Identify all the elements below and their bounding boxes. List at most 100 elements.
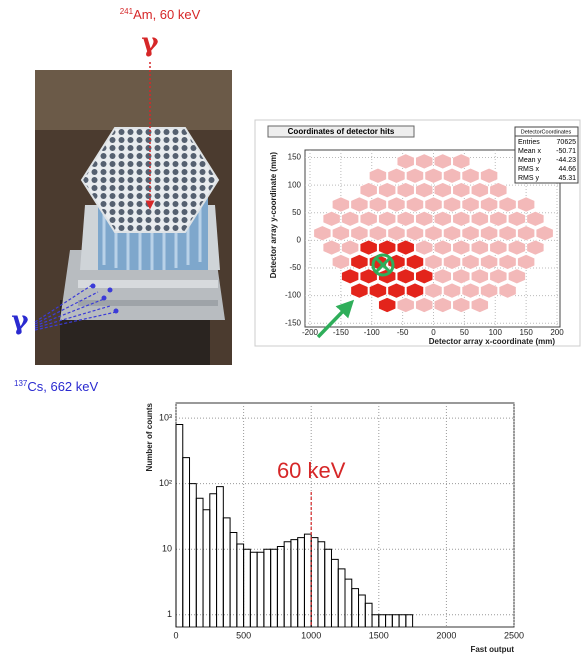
isotope-label: Cs, 662 keV <box>27 379 98 394</box>
detector-cell <box>396 211 415 227</box>
x-axis-label: Fast output <box>470 645 514 654</box>
stats-value: -50.71 <box>556 148 576 155</box>
y-axis-label: Detector array y-coordinate (mm) <box>269 152 278 279</box>
detector-cell <box>332 254 350 270</box>
detector-cell <box>433 268 452 285</box>
detector-cell <box>415 297 434 313</box>
detector-cell <box>369 225 387 242</box>
detector-cell <box>489 182 508 198</box>
detector-cell <box>433 297 452 313</box>
detector-cell <box>480 254 498 270</box>
detector-cell <box>396 153 415 170</box>
detector-cell <box>322 211 341 227</box>
histogram-bar <box>405 614 414 627</box>
gamma-symbol: γ <box>11 306 29 336</box>
detector-cell <box>378 182 397 198</box>
stats-value: 45.31 <box>558 175 576 182</box>
detector-cell <box>406 282 424 299</box>
detector-cell <box>452 153 471 170</box>
detector-cell <box>517 254 535 270</box>
detector-cell <box>313 225 332 242</box>
detector-cell <box>396 268 415 285</box>
x-tick-label: 50 <box>460 328 469 337</box>
detector-cell <box>517 196 535 213</box>
x-tick-label: 0 <box>431 328 436 337</box>
detector-cell <box>443 254 461 270</box>
x-tick-label: -150 <box>333 328 350 337</box>
detector-cell <box>406 225 424 242</box>
x-tick-label: 150 <box>519 328 533 337</box>
detector-cell <box>396 182 415 198</box>
detector-cell <box>350 254 369 270</box>
detector-cell <box>489 268 508 285</box>
x-tick-label: 100 <box>489 328 503 337</box>
detector-cell <box>369 282 387 299</box>
y-tick-label: 0 <box>297 235 302 244</box>
side-source-label: 137Cs, 662 keV <box>14 379 99 394</box>
x-tick-label: 2000 <box>436 630 456 640</box>
detector-cell <box>341 268 359 285</box>
detector-cell <box>470 211 489 227</box>
isotope-mass: 137 <box>14 379 28 388</box>
detector-cell <box>359 211 378 227</box>
scatter-chart: -200 -150 -100 -50 0 50 100 150 200-150-100-5005… <box>267 125 579 346</box>
detector-cell <box>378 211 397 227</box>
detector-cell <box>350 282 369 299</box>
detector-cell <box>498 282 517 299</box>
detector-cell <box>461 282 480 299</box>
detector-cell <box>332 196 350 213</box>
stats-label: RMS y <box>518 175 540 182</box>
annotation-label: 60 keV <box>277 458 346 483</box>
x-tick-label: 200 <box>550 328 564 337</box>
detector-cell <box>433 211 452 227</box>
detector-cell <box>424 254 443 270</box>
detector-cell <box>415 182 434 198</box>
detector-cell <box>415 268 434 285</box>
detector-cell <box>526 211 545 227</box>
stats-value: -44.23 <box>556 157 576 164</box>
detector-cell <box>424 196 443 213</box>
detector-cell <box>406 167 424 184</box>
y-tick-label: 150 <box>288 153 302 162</box>
detector-cell <box>470 182 489 198</box>
x-tick-label: 1000 <box>301 630 321 640</box>
y-axis-label: Number of counts <box>145 402 154 471</box>
detector-cell <box>341 239 359 256</box>
x-axis-label: Detector array x-coordinate (mm) <box>429 337 556 346</box>
detector-cell <box>489 211 508 227</box>
detector-cell <box>406 196 424 213</box>
stats-label: RMS x <box>518 166 540 173</box>
detector-cell <box>470 268 489 285</box>
detector-cell <box>387 282 406 299</box>
detector-cell <box>535 225 554 242</box>
detector-cell <box>526 239 545 256</box>
y-tick-label: 50 <box>292 208 301 217</box>
top-source-label: 241Am, 60 keV <box>120 7 201 22</box>
detector-cell <box>452 211 471 227</box>
detector-cell <box>470 297 489 313</box>
detector-cell <box>387 225 406 242</box>
isotope-mass: 241 <box>120 7 134 16</box>
y-tick-label: 10² <box>159 478 172 488</box>
detector-cell <box>387 167 406 184</box>
detector-cell <box>359 182 378 198</box>
detector-cell <box>489 239 508 256</box>
x-tick-label: 1500 <box>369 630 389 640</box>
detector-cell <box>433 182 452 198</box>
detector-cell <box>452 268 471 285</box>
detector-cell <box>424 167 443 184</box>
y-tick-label: -150 <box>285 318 302 327</box>
detector-cell <box>452 239 471 256</box>
detector-cell <box>452 297 471 313</box>
detector-cell <box>406 254 424 270</box>
detector-cell <box>461 254 480 270</box>
stats-label: Entries <box>518 139 540 146</box>
detector-cell <box>517 225 535 242</box>
photo <box>34 62 232 365</box>
position-marker <box>371 253 395 277</box>
position-marker-cross <box>374 256 392 274</box>
y-tick-label: -50 <box>289 263 301 272</box>
detector-cell <box>470 239 489 256</box>
detector-cell <box>350 196 369 213</box>
